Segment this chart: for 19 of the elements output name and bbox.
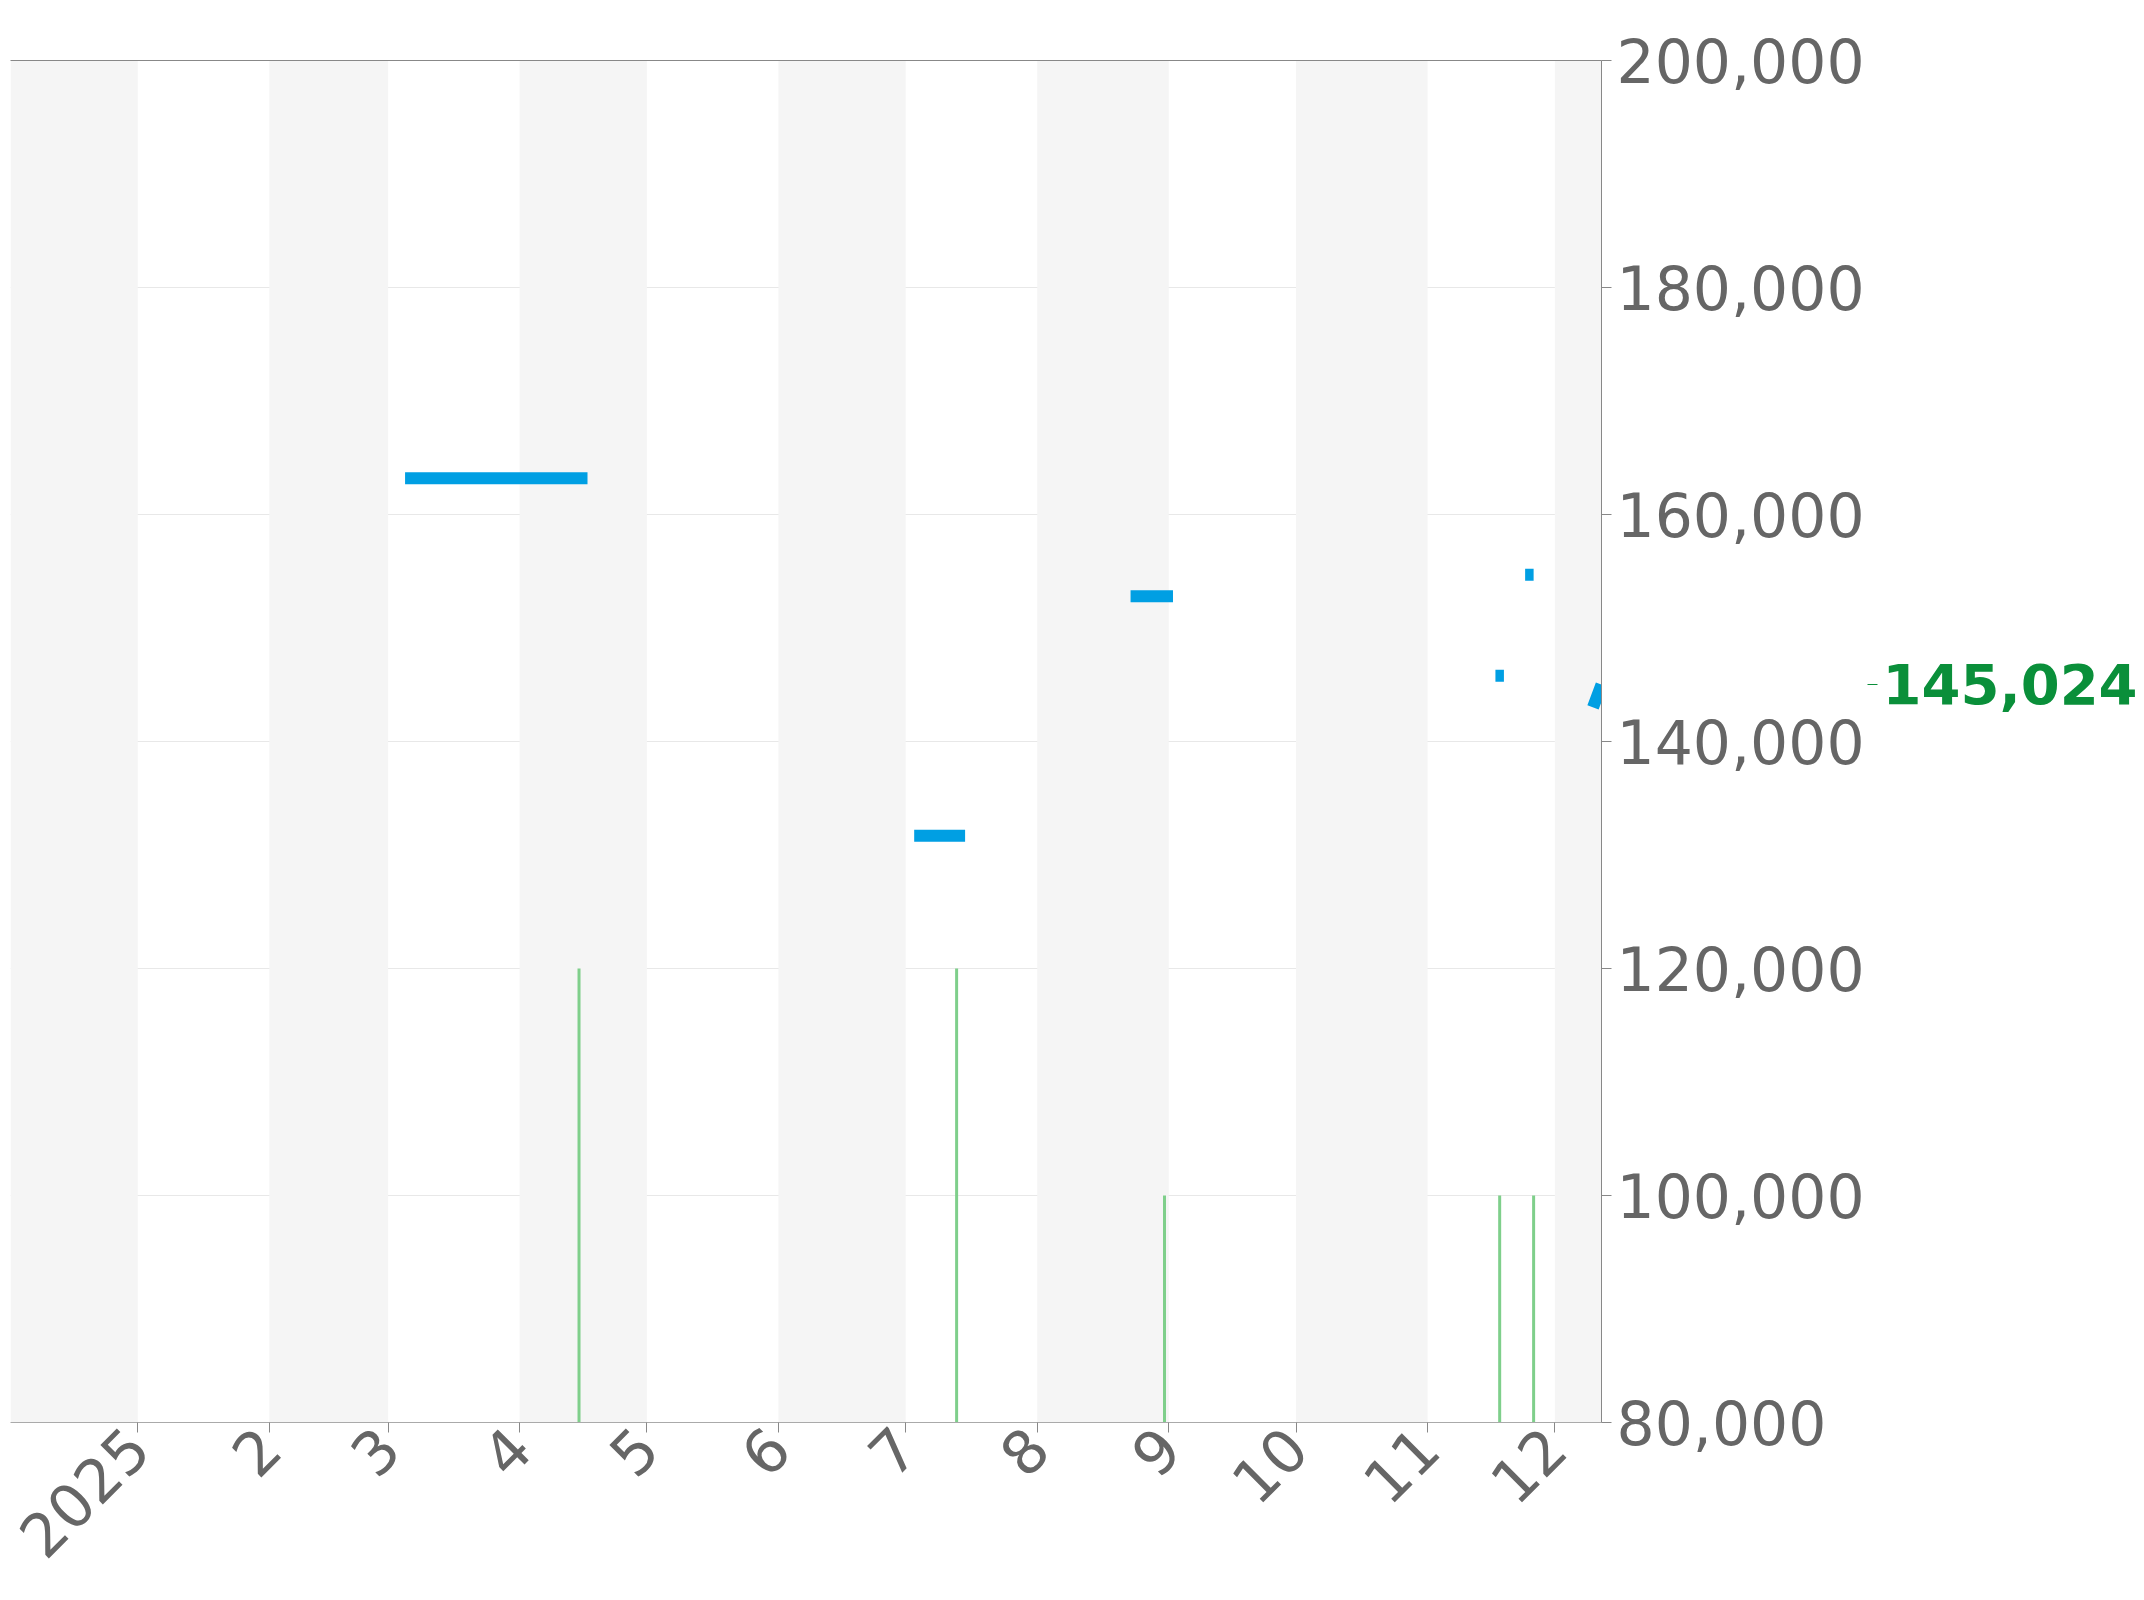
y-tick-label: 160,000 — [1616, 481, 1865, 551]
y-tick-label: 140,000 — [1616, 708, 1865, 778]
y-tick-label: 80,000 — [1616, 1389, 1827, 1459]
x-tick-label: 8 — [986, 1413, 1064, 1491]
x-tick-label: 5 — [596, 1413, 673, 1491]
y-tick-label: 100,000 — [1616, 1162, 1865, 1232]
x-tick-label: 3 — [337, 1413, 414, 1491]
x-tick-label: 9 — [1118, 1413, 1195, 1491]
x-tick-label: 7 — [855, 1413, 932, 1491]
x-tick-label: 12 — [1477, 1413, 1581, 1518]
x-tick-label: 11 — [1349, 1413, 1454, 1518]
text: 145,024 — [1882, 652, 2138, 718]
x-tick-label: 2 — [218, 1413, 296, 1491]
x-tick-label: 10 — [1218, 1413, 1322, 1518]
x-tick-label: 4 — [468, 1413, 546, 1491]
y-tick-label: 200,000 — [1616, 27, 1865, 97]
y-tick-label: 180,000 — [1616, 254, 1865, 324]
x-tick-label: 6 — [727, 1413, 805, 1491]
y-tick-label: 120,000 — [1616, 935, 1865, 1005]
